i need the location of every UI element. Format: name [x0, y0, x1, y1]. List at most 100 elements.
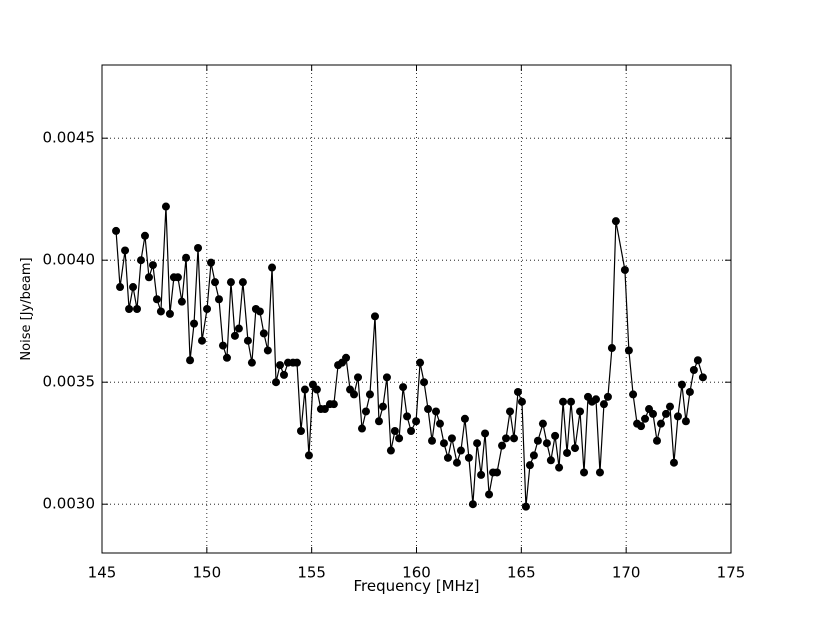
data-point: [603, 392, 612, 401]
data-point: [698, 373, 707, 382]
data-point: [361, 407, 370, 416]
x-tick-label: 175: [717, 564, 746, 582]
data-point: [304, 451, 313, 460]
x-tick-label: 145: [88, 564, 117, 582]
y-axis-label: Noise [Jy/beam]: [19, 257, 34, 360]
data-point: [420, 378, 429, 387]
data-point: [165, 309, 174, 318]
data-point: [354, 373, 363, 382]
data-point: [542, 439, 551, 448]
data-point: [156, 307, 165, 316]
data-point: [350, 390, 359, 399]
data-point: [546, 456, 555, 465]
data-point: [207, 258, 216, 267]
data-point: [412, 417, 421, 426]
data-point: [677, 380, 686, 389]
data-point: [637, 422, 646, 431]
data-point: [214, 295, 223, 304]
data-point: [580, 468, 589, 477]
data-point: [276, 361, 285, 370]
data-point: [268, 263, 277, 272]
plot-frame: [101, 64, 732, 554]
x-axis-label: Frequency [MHz]: [353, 577, 479, 595]
data-point: [407, 427, 416, 435]
data-point: [161, 202, 170, 211]
data-point: [525, 461, 534, 470]
data-point: [279, 370, 288, 379]
data-point: [517, 397, 526, 406]
data-point: [116, 283, 125, 292]
data-point: [312, 385, 321, 394]
data-point: [403, 412, 412, 421]
data-point: [456, 446, 465, 455]
data-point: [477, 470, 486, 479]
data-point: [365, 390, 374, 399]
data-point: [652, 436, 661, 445]
data-point: [329, 400, 338, 409]
data-point: [390, 427, 399, 435]
data-point: [468, 500, 477, 509]
data-point: [576, 407, 585, 416]
data-point: [559, 397, 568, 406]
data-point: [506, 407, 515, 416]
data-point: [300, 385, 309, 394]
data-point: [567, 397, 576, 406]
y-tick-label: 0.0040: [43, 251, 96, 269]
data-point: [177, 297, 186, 306]
data-point: [133, 305, 142, 313]
data-point: [624, 346, 633, 355]
data-point: [378, 402, 387, 411]
data-point: [649, 409, 658, 418]
data-point: [464, 453, 473, 462]
data-point: [182, 253, 191, 262]
x-tick-label: 150: [193, 564, 222, 582]
data-point: [198, 336, 207, 345]
y-tick-label: 0.0030: [43, 495, 96, 513]
data-point: [370, 312, 379, 321]
data-point: [186, 356, 195, 365]
data-point: [255, 307, 264, 316]
data-point: [481, 429, 490, 438]
data-point: [263, 346, 272, 355]
data-point: [681, 417, 690, 426]
data-point: [493, 468, 502, 477]
x-tick-label: 170: [612, 564, 641, 582]
data-point: [125, 305, 134, 313]
data-point: [595, 468, 604, 477]
data-point: [140, 231, 149, 240]
data-point: [502, 434, 511, 443]
data-point: [591, 395, 600, 404]
data-point: [218, 341, 227, 350]
data-point: [386, 446, 395, 455]
data-point: [689, 366, 698, 374]
data-point: [555, 463, 564, 472]
data-point: [234, 324, 243, 333]
data-point: [222, 353, 231, 362]
data-point: [374, 417, 383, 426]
data-point: [428, 436, 437, 445]
data-point: [538, 419, 547, 428]
data-point: [521, 502, 530, 511]
data-point: [129, 283, 138, 292]
data-point: [357, 424, 366, 433]
data-point: [641, 414, 650, 423]
data-point: [439, 439, 448, 448]
data-point: [685, 387, 694, 396]
data-point: [226, 278, 235, 287]
data-point: [136, 256, 145, 265]
data-point: [342, 353, 351, 362]
data-point: [190, 319, 199, 328]
data-point: [121, 246, 130, 255]
data-point: [399, 383, 408, 392]
data-point: [238, 278, 247, 287]
data-point: [599, 400, 608, 409]
data-point: [693, 356, 702, 365]
data-point: [662, 409, 671, 418]
data-point: [673, 412, 682, 421]
data-point: [669, 458, 678, 467]
data-point: [292, 358, 301, 367]
data-point: [247, 358, 256, 367]
data-point: [243, 336, 252, 345]
